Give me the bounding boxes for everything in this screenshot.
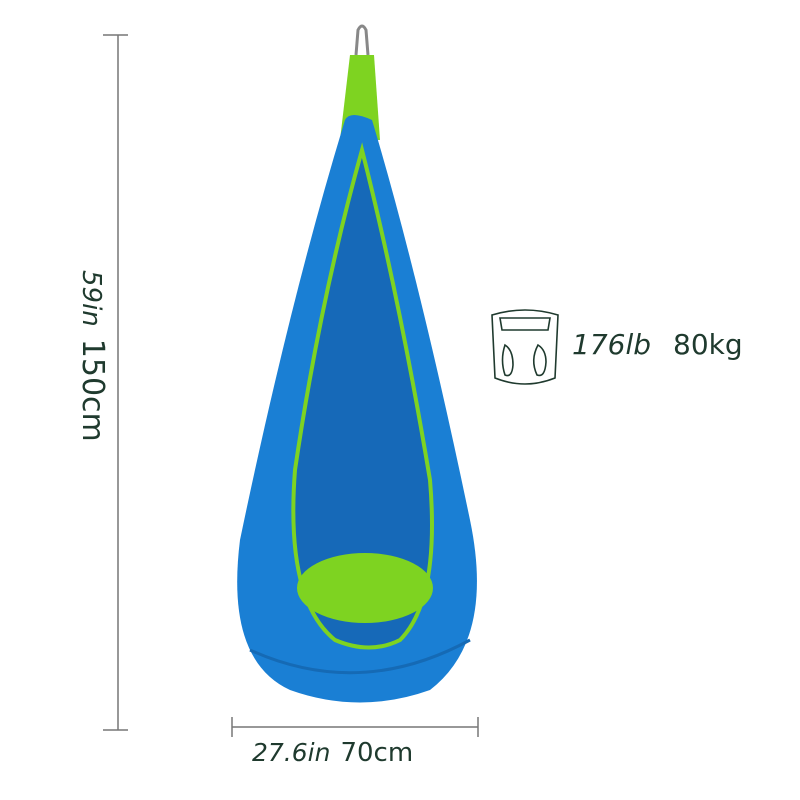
weight-metric: 80kg	[673, 328, 743, 361]
hanging-pod-swing	[237, 24, 477, 703]
width-imperial: 27.6in	[252, 738, 331, 767]
weight-capacity-label: 176lb 80kg	[572, 328, 743, 361]
seat-cushion	[297, 553, 433, 623]
hook	[354, 24, 370, 56]
height-imperial: 59in	[76, 270, 106, 327]
pod-opening	[291, 142, 434, 650]
pod-bottom-seam	[249, 638, 471, 675]
weight-imperial: 176lb	[572, 328, 651, 361]
height-label: 59in 150cm	[75, 270, 110, 442]
height-dimension-line	[103, 34, 128, 731]
height-metric: 150cm	[75, 338, 110, 442]
width-dimension-line	[231, 717, 479, 737]
width-label: 27.6in 70cm	[252, 738, 413, 768]
width-metric: 70cm	[340, 738, 414, 768]
bathroom-scale-icon	[491, 309, 559, 385]
